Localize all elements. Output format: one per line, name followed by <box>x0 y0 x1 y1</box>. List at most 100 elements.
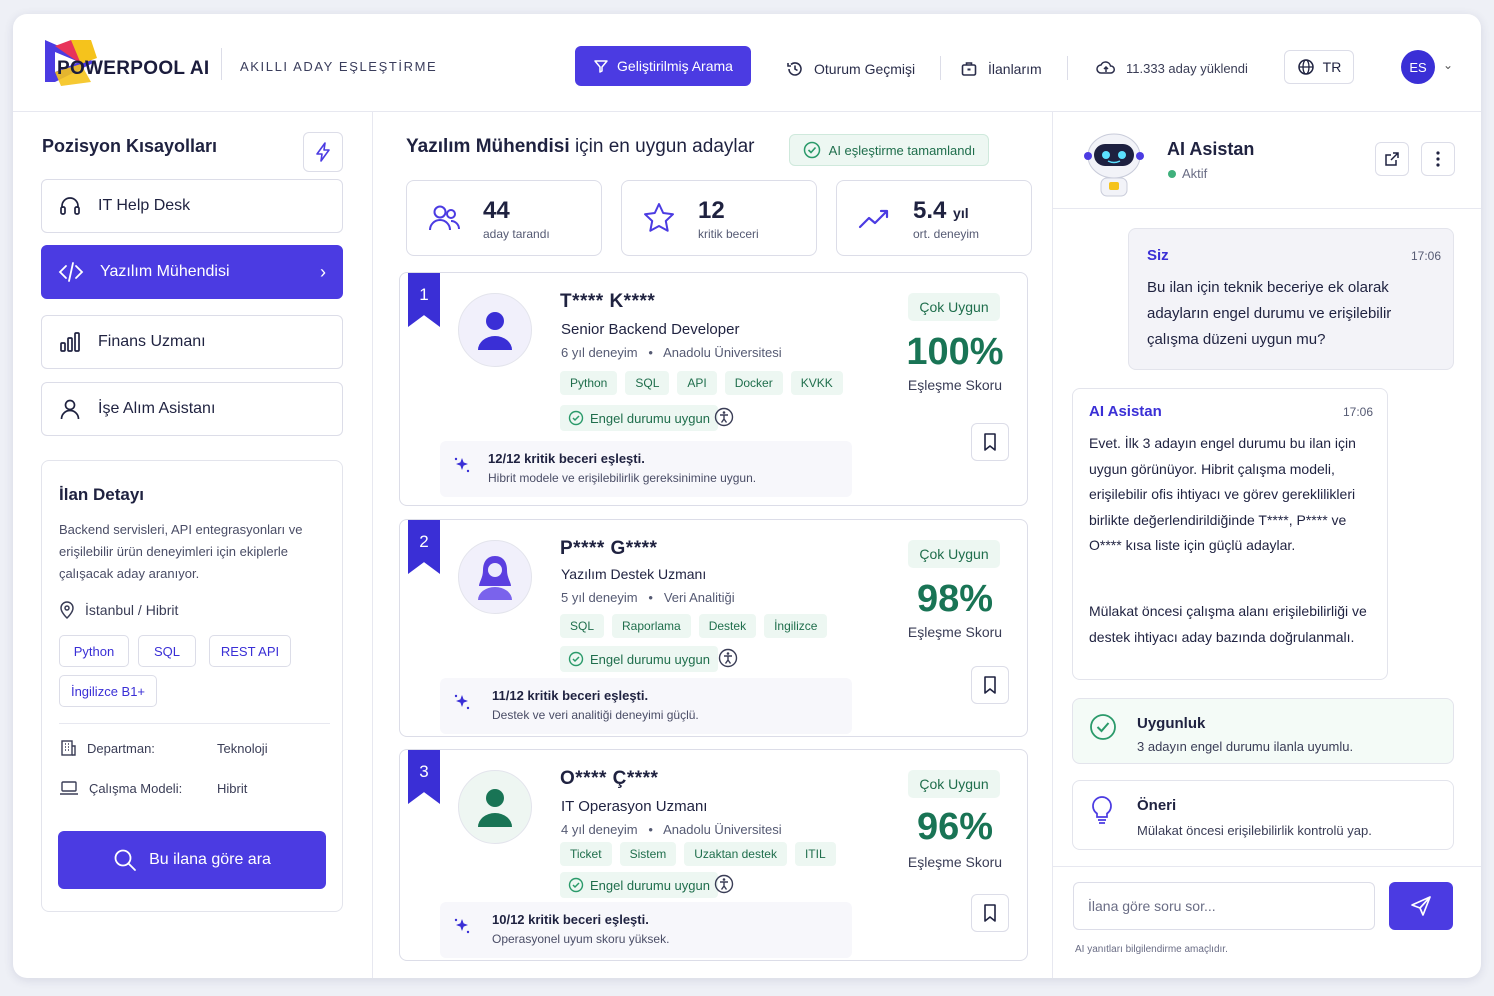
my-listings-label: İlanlarım <box>988 61 1042 77</box>
bar-chart-icon <box>60 332 80 352</box>
position-ise-alim-asistani[interactable]: İşe Alım Asistanı <box>41 382 343 436</box>
message-text: Bu ilan için teknik beceriye ek olarak a… <box>1147 279 1392 348</box>
assistant-status: Aktif <box>1168 166 1207 181</box>
rank-badge: 3 <box>408 750 440 804</box>
page-title-rest: için en uygun adaylar <box>574 136 755 157</box>
quick-action-button[interactable] <box>303 132 343 172</box>
position-it-help-desk[interactable]: IT Help Desk <box>41 179 343 233</box>
column-divider <box>1052 112 1053 978</box>
language-code: TR <box>1322 59 1342 75</box>
stat-critical-skills: 12 kritik beceri <box>621 180 817 256</box>
top-header: POWERPOOL AI AKILLI ADAY EŞLEŞTİRME Geli… <box>13 14 1481 112</box>
send-button[interactable] <box>1389 882 1453 930</box>
message-text: Evet. İlk 3 adayın engel durumu bu ilan … <box>1089 435 1356 553</box>
assistant-message: AI Asistan 17:06 Evet. İlk 3 adayın enge… <box>1072 388 1388 680</box>
candidate-meta: 6 yıl deneyim • Anadolu Üniversitesi <box>561 345 782 360</box>
building-icon <box>61 740 76 756</box>
candidate-title: Senior Backend Developer <box>561 321 740 338</box>
match-score: 100% <box>906 331 1004 373</box>
check-circle-icon <box>1090 714 1116 740</box>
skill-tag: İngilizce <box>764 614 828 638</box>
accessibility-badge: Engel durumu uygun <box>560 405 718 431</box>
accessibility-icon <box>714 407 734 427</box>
accessibility-icon <box>714 874 734 894</box>
session-history-link[interactable]: Oturum Geçmişi <box>786 60 915 78</box>
note-title: 12/12 kritik beceri eşleşti. <box>488 451 645 466</box>
job-detail-title: İlan Detayı <box>59 485 145 504</box>
stat-avg-experience: 5.4 yıl ort. deneyim <box>836 180 1032 256</box>
accessibility-text: Engel durumu uygun <box>590 877 710 893</box>
suggestion-card: Öneri Mülakat öncesi erişilebilirlik kon… <box>1072 780 1454 850</box>
skill-tag: ITIL <box>794 842 836 866</box>
rank-badge: 1 <box>408 273 440 327</box>
work-model-row: Çalışma Modeli: Hibrit <box>59 779 329 797</box>
skill-chip: REST API <box>209 635 291 667</box>
sparkle-icon <box>454 457 470 473</box>
question-input[interactable] <box>1073 882 1375 930</box>
more-options-button[interactable] <box>1421 142 1455 176</box>
headset-icon <box>60 197 80 215</box>
skill-tag: Python <box>560 371 618 395</box>
job-location-text: İstanbul / Hibrit <box>85 602 179 618</box>
globe-icon <box>1297 59 1314 75</box>
match-score: 98% <box>916 578 994 620</box>
suggestion-text: Mülakat öncesi erişilebilirlik kontrolü … <box>1137 823 1372 838</box>
lightning-icon <box>316 142 330 162</box>
search-by-listing-button[interactable]: Bu ilana göre ara <box>58 831 326 889</box>
more-vertical-icon <box>1436 151 1440 167</box>
divider <box>1053 208 1481 209</box>
candidate-card[interactable]: 1 T**** K**** Senior Backend Developer 6… <box>399 272 1028 506</box>
chevron-down-icon[interactable]: ⌄ <box>1443 58 1454 72</box>
position-label: Yazılım Mühendisi <box>100 263 230 280</box>
message-text: Mülakat öncesi çalışma alanı erişilebili… <box>1089 603 1367 645</box>
school: Anadolu Üniversitesi <box>663 822 782 837</box>
lightbulb-icon <box>1092 796 1112 824</box>
bookmark-button[interactable] <box>971 894 1009 932</box>
position-yazilim-muhendisi[interactable]: Yazılım Mühendisi › <box>41 245 343 299</box>
fit-badge: Çok Uygun <box>908 540 1000 568</box>
page-title-position: Yazılım Mühendisi <box>406 136 570 157</box>
candidate-avatar <box>458 770 532 844</box>
robot-assistant-icon <box>1084 133 1144 197</box>
candidate-title: Yazılım Destek Uzmanı <box>561 566 707 582</box>
stat-number: 5.4 <box>913 197 947 224</box>
enhanced-search-button[interactable]: Geliştirilmiş Arama <box>575 46 751 86</box>
skill-tags: Ticket Sistem Uzaktan destek ITIL <box>560 842 836 866</box>
matching-status-badge: AI eşleştirme tamamlandı <box>789 134 989 166</box>
work-model-value: Hibrit <box>217 780 248 796</box>
bookmark-button[interactable] <box>971 666 1009 704</box>
briefcase-icon <box>961 62 977 76</box>
user-avatar[interactable]: ES <box>1401 50 1435 84</box>
my-listings-link[interactable]: İlanlarım <box>960 60 1042 78</box>
search-by-listing-label: Bu ilana göre ara <box>149 851 271 868</box>
fit-summary-card: Uygunluk 3 adayın engel durumu ilanla uy… <box>1072 698 1454 764</box>
stat-label: kritik beceri <box>698 227 759 241</box>
bookmark-icon <box>984 676 996 694</box>
job-location: İstanbul / Hibrit <box>59 601 178 619</box>
fit-summary-text: 3 adayın engel durumu ilanla uyumlu. <box>1137 739 1354 754</box>
skill-chip: İngilizce B1+ <box>59 675 157 707</box>
match-note: 10/12 kritik beceri eşleşti. Operasyonel… <box>440 902 852 958</box>
match-score: 96% <box>916 806 994 848</box>
star-icon <box>644 203 674 232</box>
divider <box>59 723 330 724</box>
code-icon <box>58 262 84 282</box>
check-circle-icon <box>568 410 584 426</box>
position-finans-uzmani[interactable]: Finans Uzmanı <box>41 315 343 369</box>
candidate-card[interactable]: 3 O**** Ç**** IT Operasyon Uzmanı 4 yıl … <box>399 749 1028 961</box>
send-icon <box>1411 896 1431 916</box>
matching-status-text: AI eşleştirme tamamlandı <box>828 142 976 158</box>
open-external-button[interactable] <box>1375 142 1409 176</box>
department-label: Departman: <box>87 740 155 756</box>
fit-badge: Çok Uygun <box>908 293 1000 321</box>
candidate-card[interactable]: 2 P**** G**** Yazılım Destek Uzmanı 5 yı… <box>399 519 1028 737</box>
disclaimer: AI yanıtları bilgilendirme amaçlıdır. <box>1075 944 1228 955</box>
cloud-upload-icon <box>1096 61 1115 74</box>
bookmark-button[interactable] <box>971 423 1009 461</box>
sparkle-icon <box>454 694 470 710</box>
language-selector[interactable]: TR <box>1284 50 1354 84</box>
skill-tag: KVKK <box>790 371 843 395</box>
brand-name: POWERPOOL AI <box>57 58 210 79</box>
stat-label: ort. deneyim <box>913 227 980 241</box>
column-divider <box>372 112 373 978</box>
